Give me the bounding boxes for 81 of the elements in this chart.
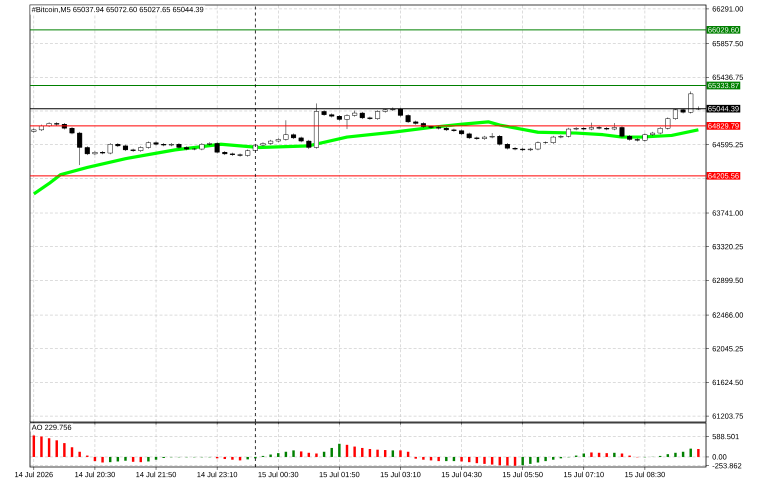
- bar: [32, 435, 36, 457]
- bar: [452, 456, 456, 462]
- candlestick: [451, 128, 456, 132]
- bar: [338, 444, 341, 457]
- bar: [322, 452, 326, 457]
- candlestick: [283, 120, 288, 141]
- bar: [514, 456, 516, 466]
- bar: [56, 440, 58, 457]
- candlestick: [238, 153, 243, 157]
- bar: [498, 456, 501, 466]
- bar: [490, 456, 494, 465]
- bar: [384, 450, 386, 457]
- candlestick: [206, 142, 212, 146]
- bar: [116, 456, 120, 462]
- bar: [521, 456, 524, 466]
- candlestick: [153, 141, 159, 146]
- bar: [536, 456, 540, 462]
- bar: [506, 456, 509, 466]
- bar: [529, 456, 532, 464]
- candlestick: [497, 134, 502, 146]
- bar: [605, 453, 608, 457]
- bar: [300, 451, 302, 457]
- bar: [48, 438, 50, 457]
- bar: [399, 450, 402, 457]
- bar: [154, 456, 158, 460]
- line-series: [32, 120, 700, 196]
- bar: [361, 448, 364, 457]
- bar: [224, 456, 226, 460]
- bar: [94, 456, 96, 462]
- bar: [682, 452, 684, 457]
- bar: [445, 456, 448, 462]
- bar: [460, 456, 463, 462]
- bar: [140, 456, 142, 462]
- candlestick: [100, 150, 106, 155]
- candlestick: [306, 140, 312, 150]
- candlestick: [108, 142, 113, 155]
- bar: [231, 456, 234, 460]
- bar: [613, 452, 616, 457]
- candlestick: [596, 126, 602, 130]
- candlestick: [665, 117, 670, 130]
- bar: [330, 448, 333, 457]
- bar: [308, 452, 310, 457]
- candlestick: [344, 114, 350, 130]
- bar: [78, 452, 81, 457]
- bar: [147, 456, 150, 462]
- bar: [284, 452, 288, 457]
- bar: [108, 456, 112, 462]
- candlestick: [619, 126, 625, 138]
- bar: [437, 456, 440, 462]
- bar: [101, 456, 104, 462]
- bar: [376, 450, 379, 457]
- bar: [476, 456, 478, 464]
- bar: [40, 436, 43, 457]
- bar: [277, 453, 280, 457]
- bar: [582, 453, 586, 457]
- bar: [590, 452, 593, 457]
- candlestick: [92, 150, 98, 156]
- bar: [674, 452, 677, 457]
- bar: [392, 450, 394, 457]
- bar: [690, 448, 692, 457]
- bar: [238, 456, 242, 460]
- bar: [468, 456, 470, 462]
- bar: [666, 454, 670, 457]
- bar: [598, 452, 600, 457]
- candlestick: [512, 146, 518, 151]
- bar: [132, 456, 134, 462]
- bar: [353, 446, 356, 457]
- bar: [406, 452, 410, 457]
- bar: [292, 450, 295, 457]
- candlestick: [566, 128, 572, 138]
- candlestick: [588, 122, 594, 131]
- bar: [246, 456, 249, 460]
- bar: [544, 456, 547, 462]
- bar: [368, 448, 372, 457]
- bar: [422, 456, 425, 460]
- candlestick: [77, 132, 82, 166]
- bar: [315, 453, 318, 457]
- bar: [697, 448, 700, 457]
- bar: [63, 443, 66, 457]
- bar: [552, 456, 554, 460]
- candlestick: [214, 142, 220, 154]
